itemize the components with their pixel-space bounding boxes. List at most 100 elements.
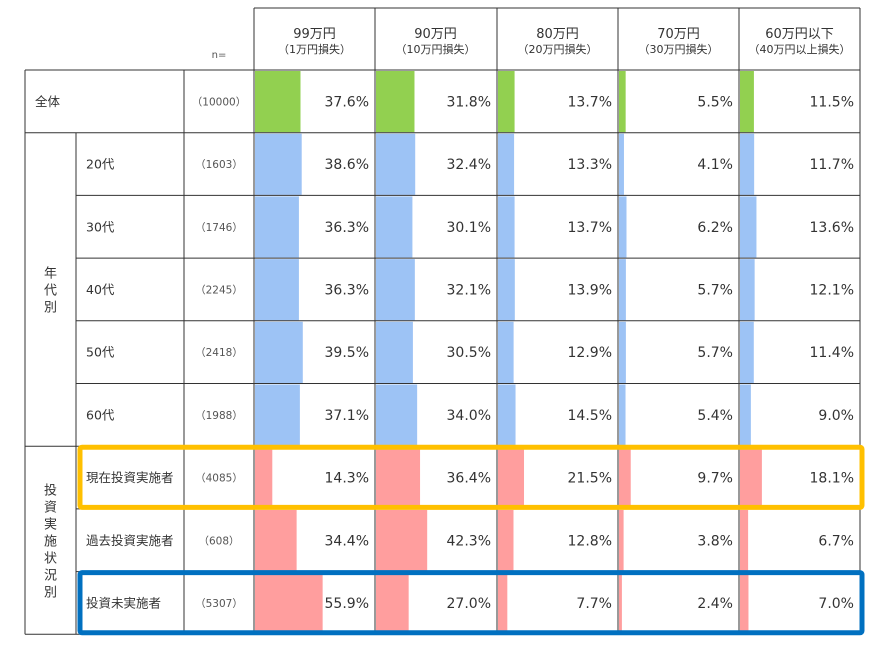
value-label: 6.7% bbox=[818, 533, 854, 549]
row-label: 60代 bbox=[86, 407, 115, 422]
bar bbox=[255, 447, 273, 509]
value-label: 18.1% bbox=[810, 471, 854, 487]
column-header-sublabel: （10万円損失） bbox=[396, 42, 476, 56]
row-n-label: （1603） bbox=[195, 159, 243, 171]
value-label: 9.7% bbox=[697, 471, 733, 487]
bar bbox=[740, 71, 754, 133]
row-n-label: （5307） bbox=[195, 598, 243, 610]
value-label: 36.3% bbox=[325, 282, 369, 298]
value-label: 14.3% bbox=[325, 471, 369, 487]
column-header-label: 99万円 bbox=[293, 27, 336, 42]
bar bbox=[619, 133, 624, 195]
value-label: 32.4% bbox=[447, 157, 491, 173]
highlight-frame bbox=[77, 570, 865, 636]
group-label-char: 年 bbox=[44, 266, 57, 281]
row-n-label: （4085） bbox=[195, 473, 243, 485]
value-label: 11.4% bbox=[810, 345, 854, 361]
bar bbox=[740, 384, 751, 446]
bar bbox=[498, 384, 516, 446]
group-label-char: 状 bbox=[44, 551, 57, 566]
bar bbox=[740, 133, 755, 195]
bar bbox=[376, 259, 415, 321]
bar bbox=[740, 509, 749, 572]
bar bbox=[498, 196, 515, 258]
value-label: 11.7% bbox=[810, 157, 854, 173]
column-header-sublabel: （30万円損失） bbox=[639, 42, 719, 56]
bar bbox=[255, 321, 303, 383]
bar bbox=[498, 133, 515, 195]
group-label-char: 投 bbox=[44, 482, 57, 498]
row-n-label: （2245） bbox=[195, 284, 243, 296]
highlight-frame bbox=[77, 444, 865, 510]
value-label: 21.5% bbox=[568, 471, 612, 487]
value-label: 7.7% bbox=[576, 596, 612, 612]
value-label: 30.1% bbox=[447, 220, 491, 236]
value-label: 31.8% bbox=[447, 94, 491, 110]
value-label: 6.2% bbox=[697, 220, 733, 236]
bar bbox=[255, 133, 302, 195]
bar bbox=[619, 259, 626, 321]
bar bbox=[619, 509, 624, 572]
bar bbox=[376, 321, 413, 383]
group-label-char: 実 bbox=[44, 516, 57, 532]
value-label: 13.3% bbox=[568, 157, 612, 173]
bar bbox=[376, 133, 416, 195]
value-label: 12.1% bbox=[810, 282, 854, 298]
value-label: 12.8% bbox=[568, 533, 612, 549]
group-label-char: 施 bbox=[44, 534, 57, 549]
bar bbox=[619, 196, 627, 258]
column-header-label: 80万円 bbox=[536, 27, 579, 42]
value-label: 34.4% bbox=[325, 533, 369, 549]
row-n-label: （1988） bbox=[195, 410, 243, 422]
group-label-char: 資 bbox=[44, 500, 57, 515]
value-label: 37.1% bbox=[325, 408, 369, 424]
value-label: 7.0% bbox=[818, 596, 854, 612]
bar bbox=[740, 447, 762, 509]
group-label-char: 別 bbox=[44, 300, 57, 315]
column-header-label: 60万円以下 bbox=[765, 27, 834, 42]
value-label: 30.5% bbox=[447, 345, 491, 361]
n-header-label: n= bbox=[212, 50, 227, 61]
value-label: 12.9% bbox=[568, 345, 612, 361]
bar bbox=[498, 259, 515, 321]
column-header-label: 90万円 bbox=[414, 27, 457, 42]
row-label: 全体 bbox=[35, 94, 61, 109]
bar bbox=[255, 71, 301, 133]
bar bbox=[255, 509, 297, 572]
group-label-char: 況 bbox=[44, 568, 57, 583]
bar bbox=[498, 447, 525, 509]
bar bbox=[740, 572, 749, 634]
bar bbox=[376, 572, 409, 634]
bar bbox=[498, 71, 515, 133]
group-label-char: 代 bbox=[44, 283, 57, 298]
bar bbox=[619, 321, 626, 383]
value-label: 55.9% bbox=[325, 596, 369, 612]
value-label: 13.7% bbox=[568, 94, 612, 110]
value-label: 5.4% bbox=[697, 408, 733, 424]
bar bbox=[376, 447, 421, 509]
value-label: 14.5% bbox=[568, 408, 612, 424]
row-label: 50代 bbox=[86, 345, 115, 360]
value-label: 4.1% bbox=[697, 157, 733, 173]
value-label: 3.8% bbox=[697, 533, 733, 549]
row-n-label: （608） bbox=[198, 535, 239, 547]
bar bbox=[498, 572, 508, 634]
bar bbox=[376, 71, 415, 133]
group-label-char: 別 bbox=[44, 585, 57, 600]
value-label: 38.6% bbox=[325, 157, 369, 173]
row-label: 40代 bbox=[86, 282, 115, 297]
value-label: 37.6% bbox=[325, 94, 369, 110]
column-header-label: 70万円 bbox=[657, 27, 700, 42]
bar bbox=[740, 259, 755, 321]
bar bbox=[619, 384, 626, 446]
bar bbox=[255, 259, 299, 321]
value-label: 5.7% bbox=[697, 282, 733, 298]
value-label: 34.0% bbox=[447, 408, 491, 424]
column-header-sublabel: （20万円損失） bbox=[518, 42, 598, 56]
bar bbox=[376, 384, 418, 446]
value-label: 13.7% bbox=[568, 220, 612, 236]
value-label: 13.6% bbox=[810, 220, 854, 236]
value-label: 9.0% bbox=[818, 408, 854, 424]
row-label: 30代 bbox=[86, 219, 115, 234]
